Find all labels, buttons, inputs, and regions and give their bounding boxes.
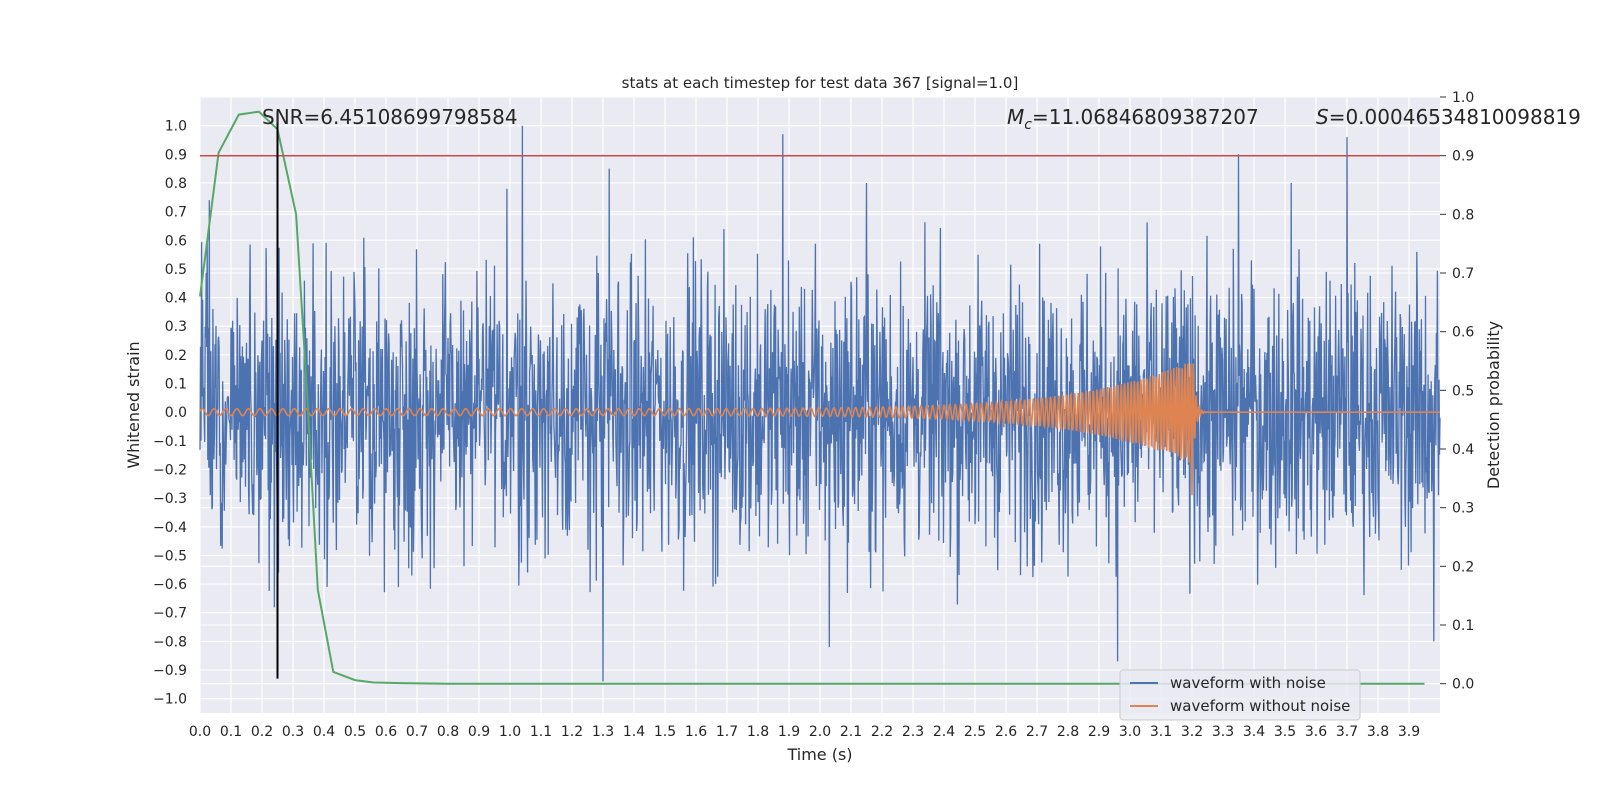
y2-axis-ticks: 1.0 0.9 0.8 0.7 0.6 0.5 0.4 0.3 0.2 0.1 0.0 (1440, 90, 1474, 693)
y2-tick-label: 0.0 (1452, 677, 1474, 693)
x-tick-label: 1.8 (747, 724, 769, 740)
y-axis-ticks: 1.0 0.9 0.8 0.7 0.6 0.5 0.4 0.3 0.2 0.1 0.0 −0.1 −0.… (153, 119, 187, 708)
x-tick-label: 2.7 (1026, 724, 1048, 740)
x-tick-label: 1.6 (685, 724, 707, 740)
x-tick-label: 2.2 (871, 724, 893, 740)
x-tick-label: 3.3 (1212, 724, 1234, 740)
y-tick-label: −0.4 (153, 520, 187, 536)
x-tick-label: 1.4 (623, 724, 645, 740)
y-tick-label: 0.3 (165, 319, 187, 335)
y2-tick-label: 0.9 (1452, 149, 1474, 165)
y-tick-label: −0.2 (153, 462, 187, 478)
legend-label-noise: waveform with noise (1170, 674, 1326, 692)
x-tick-label: 3.7 (1336, 724, 1358, 740)
y-tick-label: −0.5 (153, 548, 187, 564)
x-tick-label: 0.2 (251, 724, 273, 740)
snr-annotation: SNR=6.45108699798584 (262, 105, 518, 129)
noise-line (199, 125, 1441, 682)
y-tick-label: 0.5 (165, 262, 187, 278)
y-tick-label: 0.1 (165, 377, 187, 393)
legend-box (1119, 669, 1361, 721)
y-tick-label: 0.2 (165, 348, 187, 364)
y2-axis-label: Detection probability (1484, 321, 1503, 489)
x-tick-label: 1.2 (561, 724, 583, 740)
y2-tick-label: 0.6 (1452, 325, 1474, 341)
series-detection-probability (199, 110, 1425, 685)
legend-label-clean: waveform without noise (1170, 697, 1350, 715)
probability-line (199, 110, 1425, 685)
y-tick-label: 0.8 (165, 176, 187, 192)
y-tick-label: 0.4 (165, 291, 187, 307)
y2-tick-label: 0.3 (1452, 501, 1474, 517)
x-tick-label: 2.4 (933, 724, 955, 740)
y2-tick-label: 0.7 (1452, 266, 1474, 282)
x-tick-label: 0.9 (468, 724, 490, 740)
x-tick-label: 2.0 (809, 724, 831, 740)
x-tick-label: 3.6 (1305, 724, 1327, 740)
y2-tick-label: 0.4 (1452, 442, 1474, 458)
x-tick-label: 0.6 (375, 724, 397, 740)
legend: waveform with noise waveform without noi… (1119, 669, 1361, 721)
x-tick-label: 3.5 (1274, 724, 1296, 740)
clean-line (199, 363, 1440, 496)
x-tick-label: 1.7 (716, 724, 738, 740)
mc-annotation: Mc=11.06846809387207 (1007, 105, 1259, 133)
x-tick-label: 3.9 (1398, 724, 1420, 740)
y-tick-label: 1.0 (165, 119, 187, 135)
chart-title: stats at each timestep for test data 367… (622, 74, 1019, 92)
x-tick-label: 1.1 (530, 724, 552, 740)
y-tick-label: −0.6 (153, 577, 187, 593)
reference-lines (200, 111, 1440, 679)
mc-value: =11.06846809387207 (1032, 105, 1259, 129)
x-axis-ticks: 0.0 0.1 0.2 0.3 0.4 0.5 0.6 0.7 0.8 0.9 1.0 1.1 1.2 1… (189, 724, 1420, 740)
y-tick-label: 0.6 (165, 233, 187, 249)
series-waveform-without-noise (199, 363, 1440, 496)
x-tick-label: 1.5 (654, 724, 676, 740)
x-tick-label: 1.3 (592, 724, 614, 740)
y-tick-label: −0.9 (153, 663, 187, 679)
y-tick-label: −0.3 (153, 491, 187, 507)
y2-tick-label: 0.8 (1452, 207, 1474, 223)
x-tick-label: 3.0 (1119, 724, 1141, 740)
x-tick-label: 3.4 (1243, 724, 1265, 740)
y2-tick-label: 1.0 (1452, 90, 1474, 106)
y-tick-label: −0.1 (153, 434, 187, 450)
s-annotation: S=0.00046534810098819 (1316, 105, 1581, 129)
x-tick-label: 3.8 (1367, 724, 1389, 740)
x-tick-label: 1.0 (499, 724, 521, 740)
y2-tick-label: 0.1 (1452, 618, 1474, 634)
s-value: =0.00046534810098819 (1329, 105, 1581, 129)
x-tick-label: 2.1 (840, 724, 862, 740)
x-tick-label: 3.1 (1150, 724, 1172, 740)
y-tick-label: −0.7 (153, 606, 187, 622)
y-tick-label: −1.0 (153, 692, 187, 708)
x-tick-label: 0.0 (189, 724, 211, 740)
x-tick-label: 0.3 (282, 724, 304, 740)
x-tick-label: 0.5 (344, 724, 366, 740)
x-tick-label: 2.9 (1088, 724, 1110, 740)
y-tick-label: 0.7 (165, 205, 187, 221)
series-waveform-with-noise (199, 125, 1441, 682)
y2-tick-label: 0.5 (1452, 383, 1474, 399)
x-tick-label: 2.6 (995, 724, 1017, 740)
y-tick-label: 0.9 (165, 147, 187, 163)
x-tick-label: 0.8 (437, 724, 459, 740)
x-tick-label: 1.9 (778, 724, 800, 740)
x-axis-label: Time (s) (786, 745, 852, 764)
x-tick-label: 2.5 (964, 724, 986, 740)
y-tick-label: 0.0 (165, 405, 187, 421)
x-tick-label: 2.8 (1057, 724, 1079, 740)
x-tick-label: 0.7 (406, 724, 428, 740)
x-tick-label: 2.3 (902, 724, 924, 740)
mc-symbol: M (1007, 105, 1024, 129)
mc-subscript: c (1024, 117, 1032, 133)
y-axis-label: Whitened strain (124, 341, 143, 468)
y-tick-label: −0.8 (153, 634, 187, 650)
s-symbol: S (1316, 105, 1329, 129)
x-tick-label: 0.1 (220, 724, 242, 740)
x-tick-label: 3.2 (1181, 724, 1203, 740)
y2-tick-label: 0.2 (1452, 559, 1474, 575)
x-tick-label: 0.4 (313, 724, 335, 740)
